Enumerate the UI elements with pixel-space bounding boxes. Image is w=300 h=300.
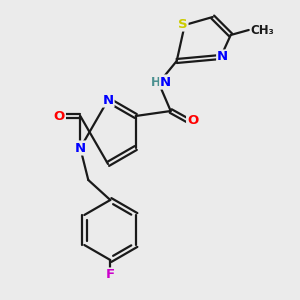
- Text: O: O: [54, 110, 65, 122]
- Text: N: N: [217, 50, 228, 64]
- Text: F: F: [106, 268, 115, 281]
- Text: S: S: [178, 17, 188, 31]
- Text: N: N: [102, 94, 114, 106]
- Text: N: N: [160, 76, 171, 88]
- Text: H: H: [151, 76, 161, 88]
- Text: N: N: [75, 142, 86, 154]
- Text: O: O: [187, 115, 198, 128]
- Text: CH₃: CH₃: [251, 23, 274, 37]
